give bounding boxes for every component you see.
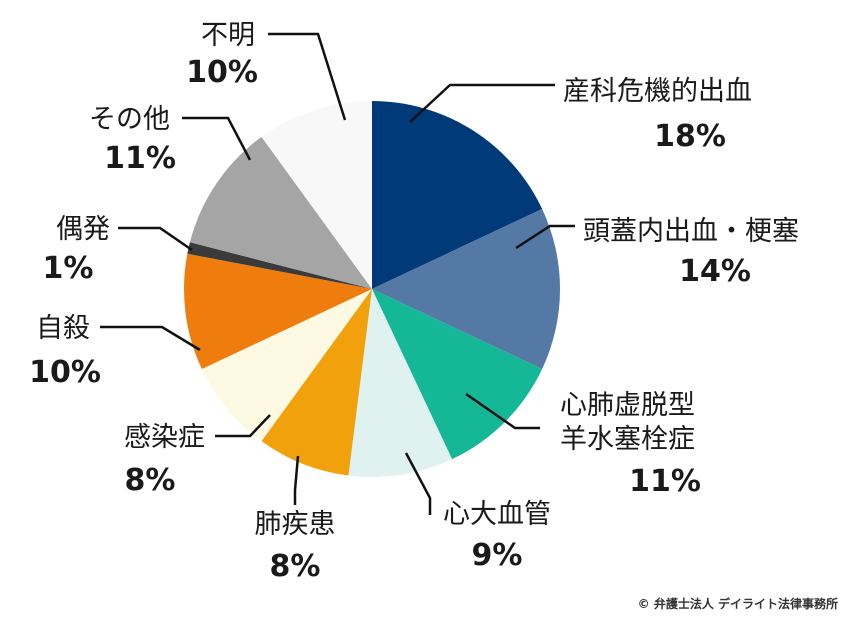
pie-slice (187, 242, 372, 289)
pie-slice (261, 289, 372, 476)
leader-line (293, 455, 300, 505)
pie-slice (372, 208, 561, 370)
slice-percent-label: 11% (629, 464, 701, 499)
slice-category-label: 自殺 (36, 313, 90, 344)
slice-percent-label: 14% (679, 254, 751, 289)
slice-percent-label: 18% (654, 119, 726, 154)
pie-slice (372, 101, 543, 289)
slice-percent-label: 11% (104, 141, 176, 176)
slice-percent-label: 8% (270, 549, 321, 584)
slice-category-label: 頭蓋内出血・梗塞 (583, 216, 799, 247)
slice-percent-label: 10% (186, 55, 258, 90)
slice-category-label: 心肺虚脱型羊水塞栓症 (560, 390, 695, 455)
leader-lines (100, 32, 575, 515)
leader-line (515, 224, 575, 250)
slice-category-label: 不明 (201, 20, 255, 51)
slice-category-label: 心大血管 (443, 499, 551, 530)
slice-category-label: 産科危機的出血 (563, 76, 752, 107)
leader-line (465, 392, 540, 430)
slice-percent-label: 10% (29, 355, 101, 390)
pie-slice (348, 289, 453, 478)
slice-percent-label: 1% (43, 251, 94, 286)
pie-slice (189, 136, 372, 289)
slice-labels: 産科危機的出血 18% 頭蓋内出血・梗塞 14% 心肺虚脱型羊水塞栓症 11% 心大血管 9%… (29, 20, 799, 584)
pie-slice (201, 289, 372, 442)
copyright-credit: © 弁護士法人 デイライト法律事務所 (638, 596, 838, 611)
slice-category-label: 感染症 (124, 422, 205, 453)
slice-percent-label: 8% (125, 463, 176, 498)
slice-category-label: 肺疾患 (255, 509, 336, 540)
slice-category-label: その他 (89, 104, 170, 135)
leader-line (215, 414, 271, 438)
pie-slice (183, 253, 372, 370)
pie-slice (261, 101, 372, 289)
leader-line (268, 32, 347, 121)
slice-category-label: 偶発 (56, 214, 110, 245)
leader-line (409, 83, 555, 123)
pie-slices (183, 101, 561, 478)
leader-line (100, 325, 201, 352)
leader-line (182, 116, 252, 161)
leader-line (404, 452, 432, 515)
leader-line (118, 226, 193, 252)
slice-percent-label: 9% (472, 538, 523, 573)
